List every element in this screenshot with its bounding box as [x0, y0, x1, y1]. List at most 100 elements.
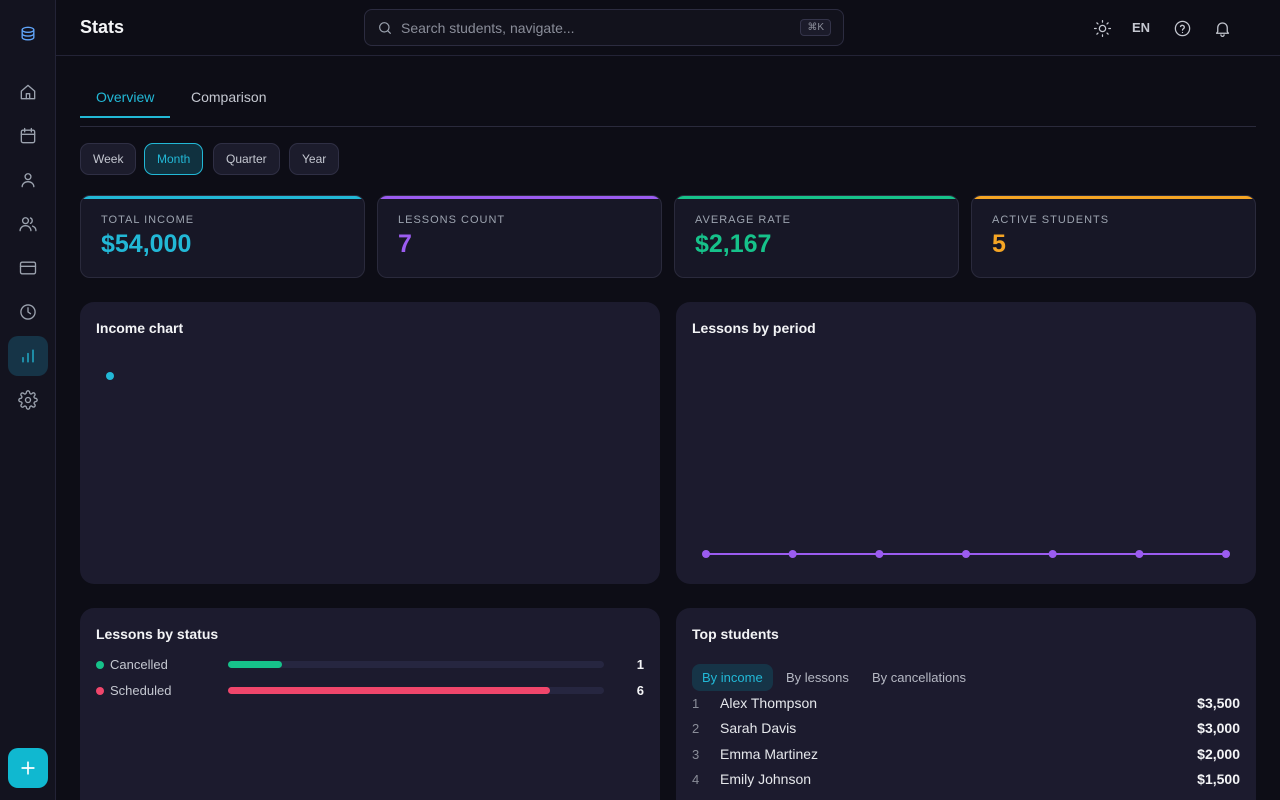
sidebar-item-settings[interactable] — [8, 380, 48, 420]
status-track — [228, 687, 604, 694]
stat-accent-bar — [675, 196, 958, 199]
home-icon — [20, 84, 36, 100]
lessons-period-title: Lessons by period — [692, 320, 816, 336]
sidebar-item-student[interactable] — [8, 160, 48, 200]
student-amount: $3,000 — [1197, 720, 1240, 736]
rank-number: 1 — [692, 696, 700, 711]
search-box[interactable]: ⌘K — [364, 9, 844, 46]
list-item[interactable]: 3 Emma Martinez $2,000 — [692, 745, 1240, 765]
search-shortcut-badge: ⌘K — [800, 19, 831, 36]
credit-card-icon — [19, 261, 37, 275]
period-year-button[interactable]: Year — [289, 143, 340, 175]
student-amount: $3,500 — [1197, 695, 1240, 711]
stat-value: 7 — [398, 230, 412, 258]
stat-card-lessons-count: LESSONS COUNT 7 — [377, 195, 662, 278]
logo-icon[interactable] — [8, 14, 48, 54]
calendar-icon — [20, 127, 36, 144]
period-month-button[interactable]: Month — [144, 143, 204, 175]
student-amount: $2,000 — [1197, 746, 1240, 762]
lessons-point — [1048, 550, 1057, 558]
income-chart-title: Income chart — [96, 320, 184, 336]
status-dot — [96, 687, 104, 695]
gear-icon — [18, 390, 38, 410]
sidebar-item-history[interactable] — [8, 292, 48, 332]
income-chart-panel: Income chart — [80, 302, 660, 584]
income-chart — [106, 372, 114, 380]
tab-by-lessons[interactable]: By lessons — [786, 670, 849, 685]
sidebar-item-home[interactable] — [8, 72, 48, 112]
student-amount: $1,500 — [1197, 771, 1240, 787]
lessons-point — [1222, 550, 1230, 558]
stat-card-total-income: TOTAL INCOME $54,000 — [80, 195, 365, 278]
status-track — [228, 661, 604, 668]
tab-by-income[interactable]: By income — [692, 664, 773, 691]
lessons-point — [962, 550, 970, 558]
clock-icon — [20, 304, 36, 320]
help-button[interactable] — [1170, 16, 1194, 40]
stat-value: 5 — [992, 230, 1006, 258]
stat-value: $54,000 — [101, 230, 192, 258]
status-bar-fill — [228, 687, 550, 694]
theme-toggle-button[interactable] — [1090, 16, 1114, 40]
bar-chart-icon — [22, 349, 34, 363]
income-point — [106, 372, 114, 380]
lessons-point — [875, 550, 884, 558]
stat-label: TOTAL INCOME — [101, 214, 195, 226]
sidebar — [0, 0, 56, 800]
sun-icon — [1093, 19, 1111, 37]
stat-label: LESSONS COUNT — [398, 214, 506, 226]
period-week-button[interactable]: Week — [80, 143, 137, 175]
period-quarter-button[interactable]: Quarter — [213, 143, 280, 175]
view-tabs: Overview Comparison — [80, 82, 1256, 127]
student-name: Emily Johnson — [720, 771, 812, 787]
lessons-status-panel: Lessons by status Cancelled 1 Scheduled … — [80, 608, 660, 800]
help-icon — [1174, 20, 1190, 36]
lessons-point — [702, 550, 710, 558]
stat-label: ACTIVE STUDENTS — [992, 214, 1110, 226]
tab-overview[interactable]: Overview — [80, 82, 171, 118]
lessons-period-panel: Lessons by period — [676, 302, 1256, 584]
rank-number: 3 — [692, 747, 700, 762]
status-label: Cancelled — [110, 657, 168, 672]
stat-label: AVERAGE RATE — [695, 214, 791, 226]
search-input[interactable] — [401, 10, 791, 45]
student-name: Emma Martinez — [720, 746, 819, 762]
status-label: Scheduled — [110, 683, 172, 698]
status-bar-fill — [228, 661, 282, 668]
status-dot — [96, 661, 104, 669]
list-item[interactable]: 4 Emily Johnson $1,500 — [692, 770, 1240, 790]
lessons-period-chart — [702, 550, 1230, 558]
sidebar-item-stats[interactable] — [8, 336, 48, 376]
status-count: 1 — [636, 657, 644, 672]
notifications-button[interactable] — [1210, 16, 1234, 40]
status-count: 6 — [636, 683, 644, 698]
rank-number: 2 — [692, 721, 700, 736]
list-item[interactable]: 1 Alex Thompson $3,500 — [692, 694, 1240, 714]
lessons-point — [788, 550, 797, 558]
stat-card-average-rate: AVERAGE RATE $2,167 — [674, 195, 959, 278]
search-icon — [379, 22, 391, 34]
student-name: Alex Thompson — [720, 695, 818, 711]
top-students-panel: Top students By income By lessons By can… — [676, 608, 1256, 800]
tab-comparison[interactable]: Comparison — [191, 89, 267, 105]
user-icon — [21, 173, 35, 188]
tab-by-cancellations[interactable]: By cancellations — [872, 670, 966, 685]
top-students-title: Top students — [692, 626, 779, 642]
sidebar-item-payments[interactable] — [8, 248, 48, 288]
stat-accent-bar — [972, 196, 1255, 199]
sidebar-item-calendar[interactable] — [8, 116, 48, 156]
plus-icon — [21, 761, 35, 775]
student-name: Sarah Davis — [720, 720, 797, 736]
language-switch[interactable]: EN — [1132, 20, 1151, 35]
sidebar-item-students[interactable] — [8, 204, 48, 244]
bell-icon — [1215, 21, 1229, 37]
stat-card-active-students: ACTIVE STUDENTS 5 — [971, 195, 1256, 278]
users-icon — [19, 217, 37, 232]
rank-number: 4 — [692, 772, 700, 787]
add-button[interactable] — [8, 748, 48, 788]
list-item[interactable]: 2 Sarah Davis $3,000 — [692, 719, 1240, 739]
topbar: Stats ⌘K EN — [56, 0, 1280, 56]
stat-accent-bar — [81, 196, 364, 199]
page-title: Stats — [80, 17, 125, 37]
